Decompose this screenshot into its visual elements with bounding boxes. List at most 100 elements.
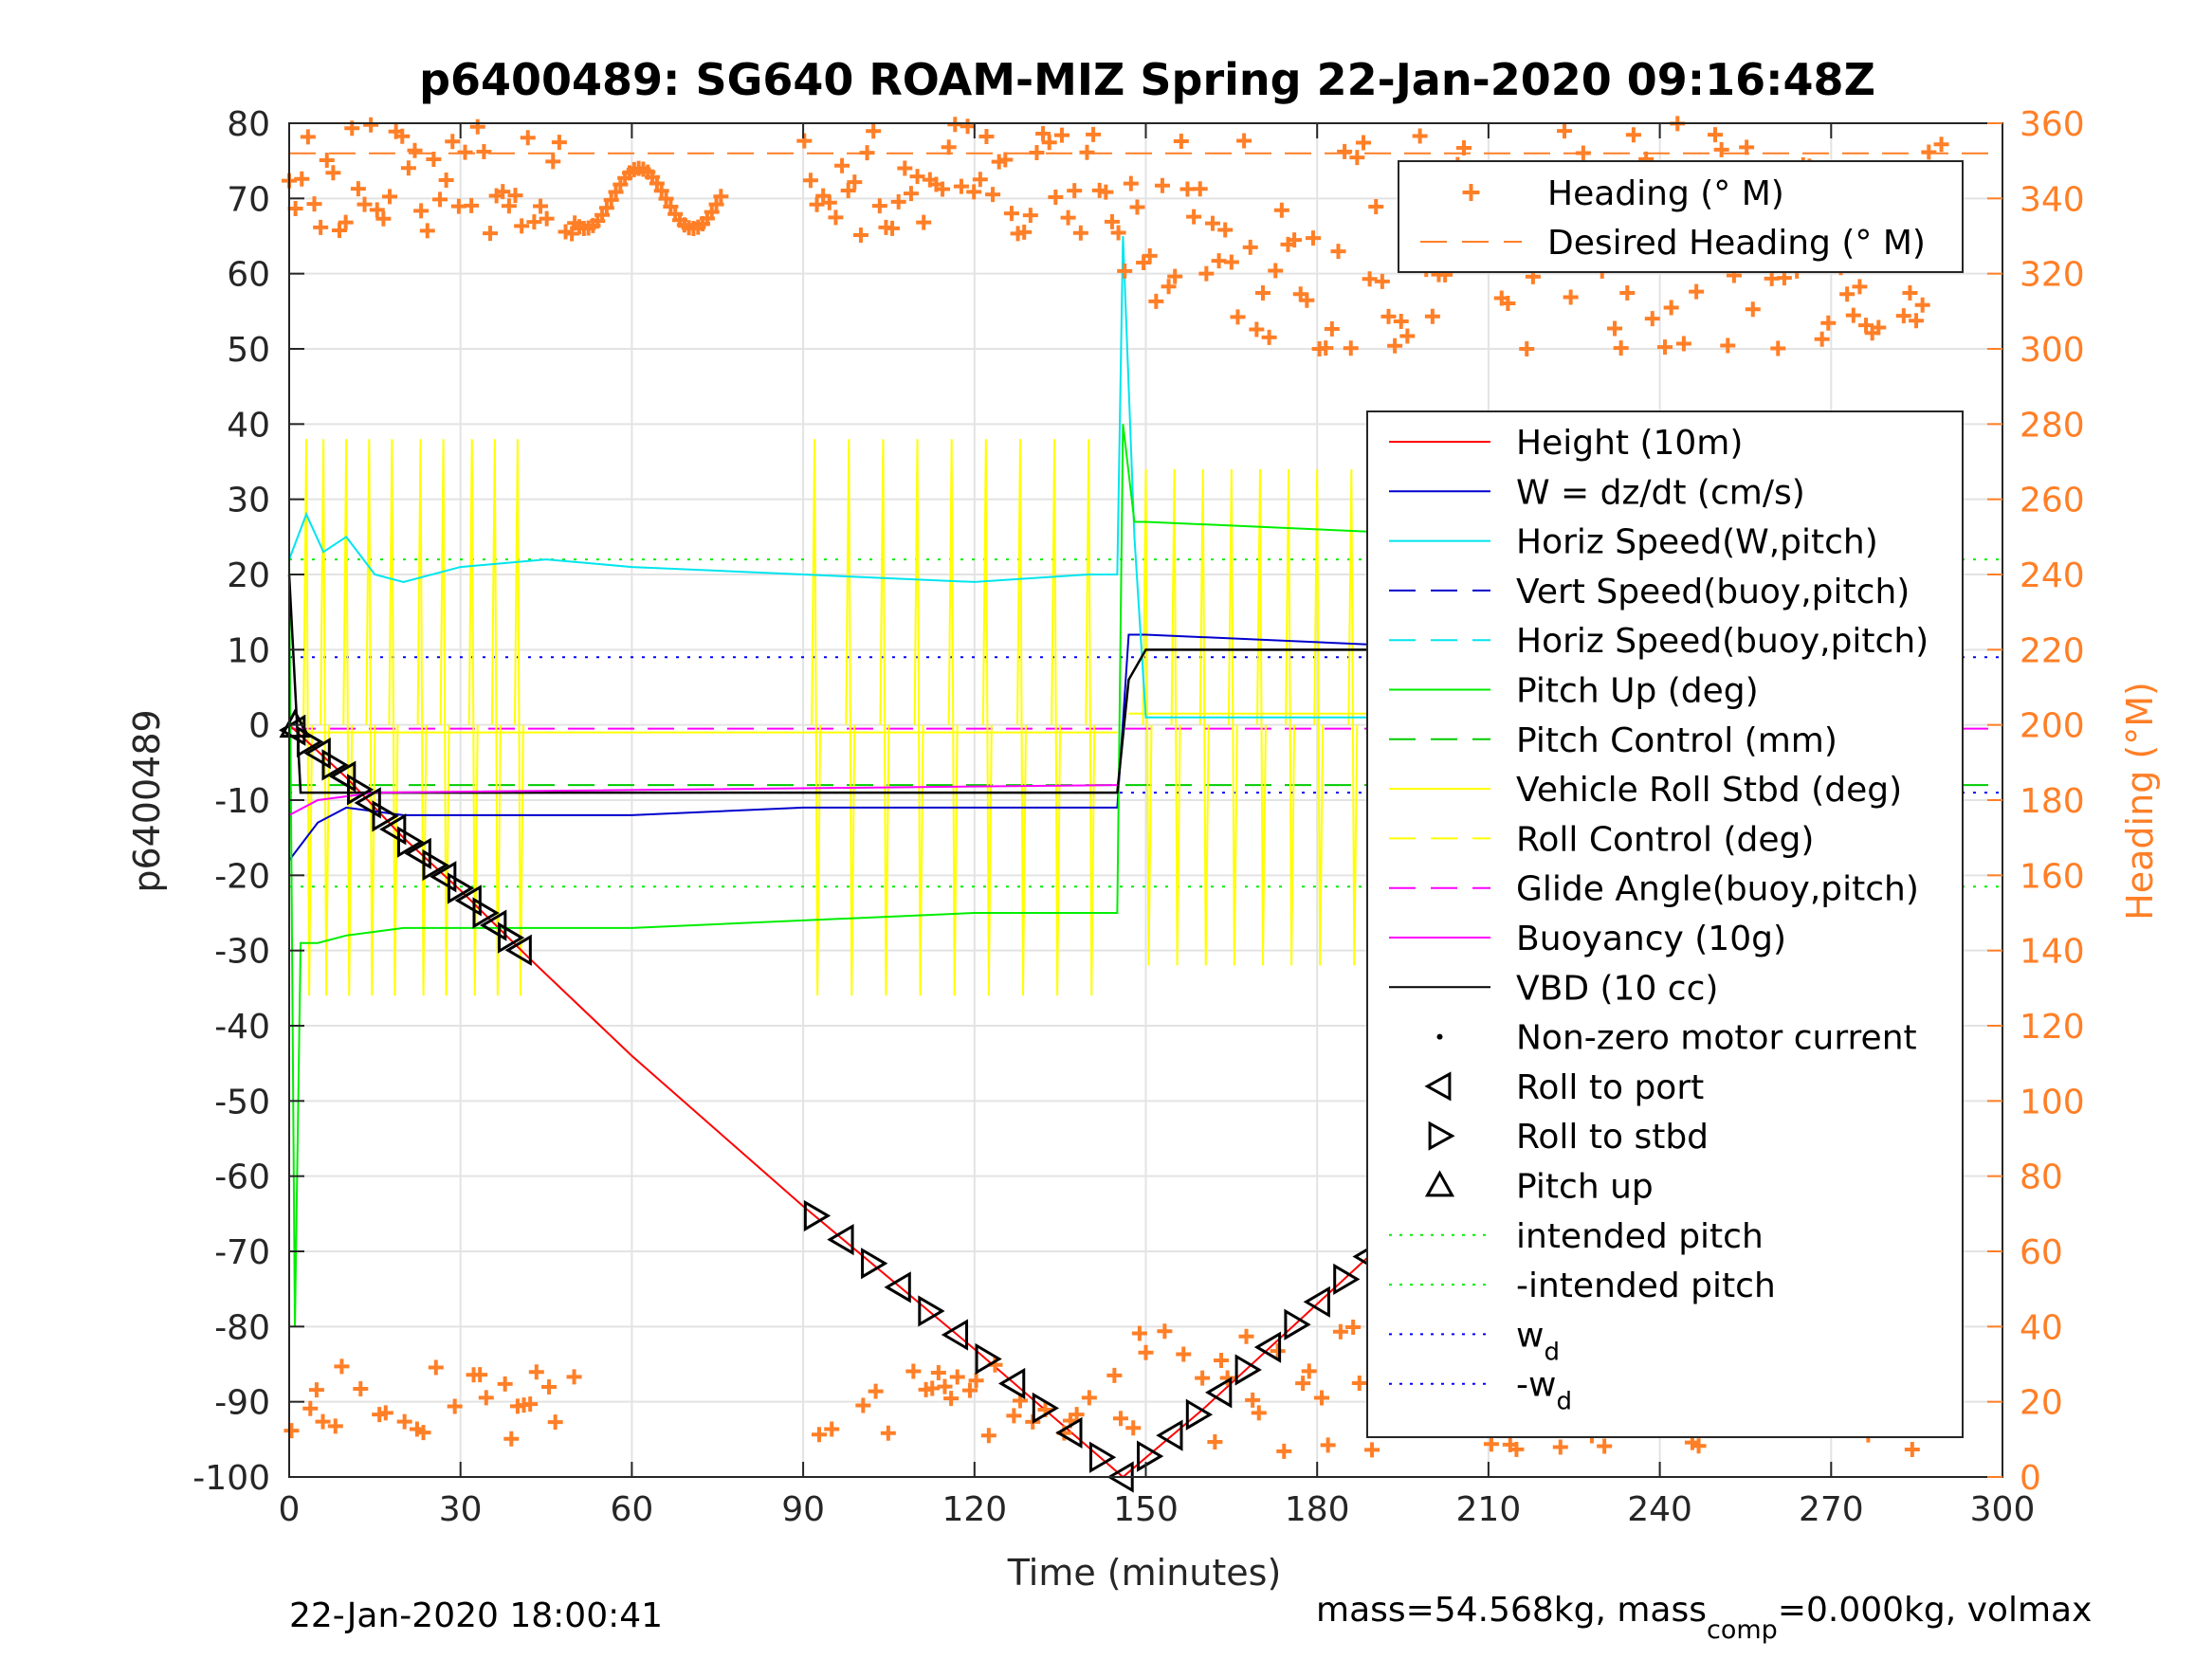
heading-marker: [909, 169, 925, 185]
y-right-tick-label: 240: [2020, 556, 2085, 595]
y-right-tick-label: 120: [2020, 1008, 2085, 1047]
legend-label: Pitch up: [1516, 1168, 1654, 1207]
roll-marker: [803, 1199, 832, 1232]
y-right-tick-label: 0: [2020, 1459, 2041, 1498]
y-tick-label: -90: [214, 1384, 270, 1423]
heading-marker: [943, 1391, 960, 1407]
roll-marker: [422, 848, 449, 882]
heading-marker: [428, 1359, 444, 1376]
heading-marker: [949, 1369, 965, 1385]
heading-marker: [1106, 1367, 1123, 1383]
heading-marker: [1858, 318, 1874, 334]
footer-mass-sub: comp: [1707, 1615, 1778, 1645]
roll-marker: [827, 1223, 854, 1256]
legend-label: -intended pitch: [1516, 1267, 1776, 1305]
legend-swatch: [1428, 1121, 1455, 1151]
y-tick-label: 10: [227, 631, 270, 670]
legend-label: VBD (10 cc): [1516, 969, 1718, 1008]
heading-marker: [1167, 268, 1183, 284]
heading-marker: [1324, 320, 1340, 337]
roll-spike: [879, 439, 890, 996]
y-right-tick-label: 160: [2020, 857, 2085, 896]
heading-marker: [294, 171, 310, 187]
heading-marker: [1173, 133, 1189, 149]
legend-label-text: Heading (° M): [1547, 174, 1784, 213]
y-tick-label: 40: [227, 406, 270, 445]
y-right-tick-label: 260: [2020, 482, 2085, 520]
roll-spike: [439, 439, 450, 996]
heading-marker: [1249, 321, 1265, 337]
y-right-tick-label: 40: [2020, 1308, 2063, 1347]
heading-marker: [866, 123, 882, 139]
heading-marker: [445, 134, 461, 150]
roll-marker: [379, 813, 407, 846]
y-tick-label: -50: [214, 1083, 270, 1121]
heading-marker: [1351, 1376, 1367, 1392]
y-axis-label: p6400489: [126, 709, 168, 892]
heading-marker: [1412, 128, 1428, 144]
legend-label-text: Pitch Up (deg): [1516, 672, 1759, 711]
heading-marker: [1895, 308, 1911, 324]
series-line: [288, 784, 1118, 816]
heading-marker: [1123, 175, 1139, 191]
heading-marker: [1720, 337, 1736, 354]
heading-marker: [978, 128, 995, 144]
heading-marker: [1625, 127, 1641, 143]
roll-marker: [404, 837, 431, 869]
heading-marker: [852, 227, 868, 243]
legend-label-text: Desired Heading (° M): [1547, 224, 1926, 263]
heading-marker: [868, 1383, 884, 1399]
roll-marker: [1253, 1331, 1282, 1363]
heading-marker: [1362, 271, 1378, 287]
heading-marker: [1597, 1438, 1613, 1454]
heading-marker: [966, 184, 982, 200]
legend-label: Heading (° M): [1547, 174, 1784, 213]
x-tick-label: 60: [610, 1490, 653, 1529]
heading-marker: [828, 210, 844, 226]
roll-spike: [513, 439, 524, 996]
y-right-tick-label: 200: [2020, 707, 2085, 746]
roll-marker: [1185, 1398, 1214, 1431]
heading-marker: [1387, 337, 1403, 354]
legend-label: Roll Control (deg): [1516, 820, 1814, 859]
heading-marker: [1713, 141, 1729, 157]
roll-spike: [1015, 439, 1027, 996]
roll-marker: [861, 1248, 888, 1280]
heading-marker: [1613, 340, 1629, 356]
heading-marker: [1254, 284, 1271, 301]
heading-marker: [916, 214, 932, 230]
heading-marker: [890, 193, 906, 210]
legend-label-text: Pitch Control (mm): [1516, 721, 1837, 760]
heading-marker: [796, 133, 813, 149]
heading-marker: [708, 196, 724, 212]
y-right-tick-label: 80: [2020, 1158, 2063, 1197]
heading-marker: [483, 226, 499, 242]
heading-marker: [880, 1425, 896, 1441]
legend-label: intended pitch: [1516, 1217, 1764, 1256]
legend-label-text: w: [1516, 1316, 1544, 1355]
footer-mass-text: mass=54.568kg, mass: [1316, 1591, 1707, 1630]
x-tick-label: 240: [1627, 1490, 1692, 1529]
heading-marker: [1399, 328, 1416, 344]
heading-marker: [338, 214, 354, 230]
heading-marker: [871, 198, 887, 214]
y-tick-label: -80: [214, 1308, 270, 1347]
heading-marker: [1563, 289, 1579, 305]
footer-timestamp: 22-Jan-2020 18:00:41: [289, 1596, 663, 1635]
y-tick-label: -20: [214, 857, 270, 896]
y-right-tick-label: 140: [2020, 933, 2085, 972]
heading-marker: [1330, 244, 1346, 260]
legend-label: Horiz Speed(W,pitch): [1516, 523, 1878, 562]
heading-marker: [1060, 210, 1076, 226]
heading-marker: [834, 157, 850, 173]
heading-marker: [377, 1405, 393, 1421]
heading-marker: [824, 1421, 840, 1437]
y-right-tick-label: 100: [2020, 1083, 2085, 1121]
heading-marker: [350, 181, 366, 197]
legend-swatch: [1424, 1170, 1455, 1197]
heading-marker: [1557, 123, 1573, 139]
heading-marker: [1186, 209, 1202, 225]
heading-marker: [1035, 125, 1051, 141]
heading-marker: [306, 196, 322, 212]
x-tick-label: 300: [1970, 1490, 2036, 1529]
